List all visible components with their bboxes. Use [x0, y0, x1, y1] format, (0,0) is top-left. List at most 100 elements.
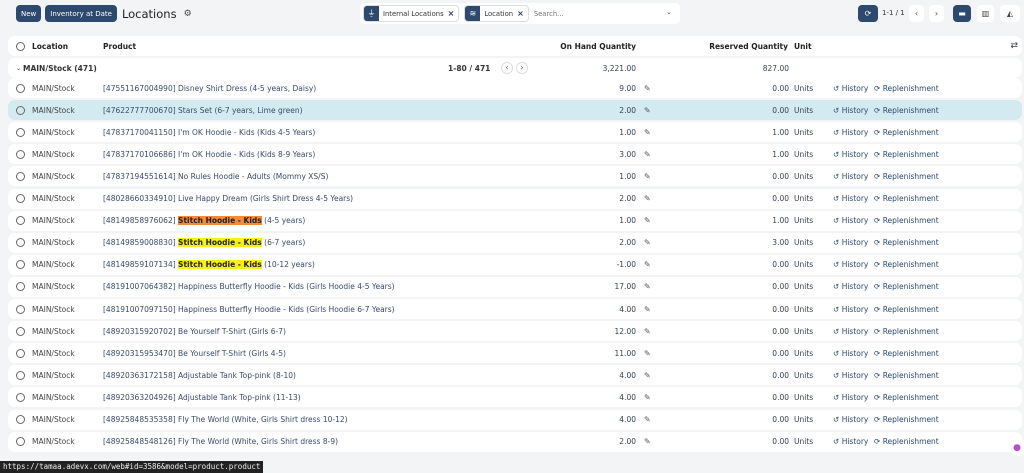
product-cell[interactable]: [47837170106686] I'm OK Hoodie - Kids (K… — [103, 150, 315, 159]
product-cell[interactable]: [48149859008830] Stitch Hoodie - Kids (6… — [103, 238, 305, 248]
table-row[interactable]: MAIN/Stock [47551167004990] Disney Shirt… — [8, 78, 1022, 98]
replenishment-button[interactable]: ⟳ Replenishment — [874, 371, 939, 380]
history-button[interactable]: ↺ History — [833, 349, 868, 358]
row-checkbox[interactable] — [16, 282, 25, 292]
pencil-icon[interactable]: ✎ — [644, 326, 651, 336]
group-row[interactable]: ⌄ MAIN/Stock (471) 1-80 / 471 ‹ › 3,221.… — [8, 58, 1022, 78]
history-button[interactable]: ↺ History — [833, 393, 868, 402]
table-row[interactable]: MAIN/Stock [48149858976062] Stitch Hoodi… — [8, 210, 1022, 231]
group-pager[interactable]: 1-80 / 471 — [448, 63, 491, 73]
product-cell[interactable]: [47837170041150] I'm OK Hoodie - Kids (K… — [103, 128, 315, 137]
chevron-down-icon[interactable]: ⌄ — [666, 8, 672, 16]
pencil-icon[interactable]: ✎ — [644, 282, 651, 292]
chevron-left-icon[interactable]: ‹ — [909, 5, 924, 22]
replenishment-button[interactable]: ⟳ Replenishment — [874, 238, 939, 247]
replenishment-button[interactable]: ⟳ Replenishment — [874, 84, 939, 93]
history-button[interactable]: ↺ History — [833, 106, 868, 115]
row-checkbox[interactable] — [16, 216, 25, 226]
gear-icon[interactable]: ⚙ — [183, 8, 192, 19]
pencil-icon[interactable]: ✎ — [644, 304, 651, 314]
column-product[interactable]: Product — [103, 41, 137, 51]
pencil-icon[interactable]: ✎ — [644, 415, 651, 424]
history-button[interactable]: ↺ History — [833, 371, 868, 380]
replenishment-button[interactable]: ⟳ Replenishment — [874, 327, 939, 336]
select-all-checkbox[interactable] — [16, 41, 25, 51]
list-view-icon[interactable]: ▬ — [953, 5, 971, 22]
table-row[interactable]: MAIN/Stock [48191007064382] Happiness Bu… — [8, 276, 1022, 297]
row-checkbox[interactable] — [16, 326, 25, 336]
product-cell[interactable]: [48925848548126] Fly The World (White, G… — [103, 437, 338, 446]
table-row[interactable]: MAIN/Stock [48920363172158] Adjustable T… — [8, 365, 1022, 386]
replenishment-button[interactable]: ⟳ Replenishment — [874, 150, 939, 159]
replenishment-button[interactable]: ⟳ Replenishment — [874, 172, 939, 181]
pencil-icon[interactable]: ✎ — [644, 216, 651, 226]
table-row[interactable]: MAIN/Stock [48149859008830] Stitch Hoodi… — [8, 232, 1022, 253]
pencil-icon[interactable]: ✎ — [644, 260, 651, 270]
history-button[interactable]: ↺ History — [833, 150, 868, 159]
product-cell[interactable]: [48191007097150] Happiness Butterfly Hoo… — [103, 305, 395, 314]
row-checkbox[interactable] — [16, 105, 25, 115]
table-row[interactable]: MAIN/Stock [47837170106686] I'm OK Hoodi… — [8, 144, 1022, 165]
row-checkbox[interactable] — [16, 260, 25, 270]
history-button[interactable]: ↺ History — [833, 305, 868, 314]
product-cell[interactable]: [47622777700670] Stars Set (6-7 years, L… — [103, 106, 303, 115]
table-row[interactable]: MAIN/Stock [48920315920702] Be Yourself … — [8, 321, 1022, 342]
product-cell[interactable]: [48920363172158] Adjustable Tank Top-pin… — [103, 371, 296, 380]
pencil-icon[interactable]: ✎ — [644, 370, 651, 380]
chevron-left-icon[interactable]: ‹ — [501, 62, 513, 74]
replenishment-button[interactable]: ⟳ Replenishment — [874, 128, 939, 137]
row-checkbox[interactable] — [16, 149, 25, 159]
replenishment-button[interactable]: ⟳ Replenishment — [874, 305, 939, 314]
graph-view-icon[interactable]: ◭ — [1000, 5, 1020, 22]
product-cell[interactable]: [47551167004990] Disney Shirt Dress (4-5… — [103, 84, 316, 93]
row-checkbox[interactable] — [16, 348, 25, 358]
search-input[interactable] — [533, 9, 624, 18]
refresh-icon[interactable]: ⟳ — [858, 5, 878, 22]
replenishment-button[interactable]: ⟳ Replenishment — [874, 282, 939, 291]
pencil-icon[interactable]: ✎ — [644, 348, 651, 358]
row-checkbox[interactable] — [16, 415, 25, 424]
column-reserved[interactable]: Reserved Quantity — [709, 41, 788, 51]
table-row[interactable]: MAIN/Stock [48191007097150] Happiness Bu… — [8, 299, 1022, 319]
product-cell[interactable]: [47837194551614] No Rules Hoodie - Adult… — [103, 172, 328, 181]
history-button[interactable]: ↺ History — [833, 437, 868, 446]
history-button[interactable]: ↺ History — [833, 128, 868, 137]
history-button[interactable]: ↺ History — [833, 238, 868, 247]
product-cell[interactable]: [48920315953470] Be Yourself T-Shirt (Gi… — [103, 349, 286, 358]
history-button[interactable]: ↺ History — [833, 327, 868, 336]
column-unit[interactable]: Unit — [794, 41, 812, 51]
pager-value[interactable]: 1-1 / 1 — [882, 9, 905, 17]
history-button[interactable]: ↺ History — [833, 282, 868, 291]
history-button[interactable]: ↺ History — [833, 260, 868, 269]
table-row[interactable]: MAIN/Stock [47837194551614] No Rules Hoo… — [8, 166, 1022, 187]
history-button[interactable]: ↺ History — [833, 415, 868, 424]
row-checkbox[interactable] — [16, 194, 25, 203]
product-cell[interactable]: [48920315920702] Be Yourself T-Shirt (Gi… — [103, 327, 286, 336]
pencil-icon[interactable]: ✎ — [644, 437, 651, 447]
product-cell[interactable]: [48149859107134] Stitch Hoodie - Kids (1… — [103, 260, 315, 270]
close-icon[interactable]: × — [447, 9, 455, 18]
history-button[interactable]: ↺ History — [833, 216, 868, 225]
row-checkbox[interactable] — [16, 171, 25, 181]
pencil-icon[interactable]: ✎ — [644, 127, 651, 137]
chevron-right-icon[interactable]: › — [929, 5, 944, 22]
pencil-icon[interactable]: ✎ — [644, 149, 651, 159]
replenishment-button[interactable]: ⟳ Replenishment — [874, 393, 939, 402]
replenishment-button[interactable]: ⟳ Replenishment — [874, 349, 939, 358]
product-cell[interactable]: [48028660334910] Live Happy Dream (Girls… — [103, 194, 353, 203]
row-checkbox[interactable] — [16, 370, 25, 380]
row-checkbox[interactable] — [16, 83, 25, 93]
table-row[interactable]: MAIN/Stock [48925848548126] Fly The Worl… — [8, 431, 1022, 452]
row-checkbox[interactable] — [16, 304, 25, 314]
history-button[interactable]: ↺ History — [833, 194, 868, 203]
chat-bubble-icon[interactable]: ● — [1010, 440, 1024, 456]
replenishment-button[interactable]: ⟳ Replenishment — [874, 216, 939, 225]
history-button[interactable]: ↺ History — [833, 84, 868, 93]
column-settings-icon[interactable]: ⇄ — [1010, 41, 1018, 51]
row-checkbox[interactable] — [16, 238, 25, 248]
product-cell[interactable]: [48191007064382] Happiness Butterfly Hoo… — [103, 282, 395, 291]
pencil-icon[interactable]: ✎ — [644, 83, 651, 93]
table-row[interactable]: MAIN/Stock [48028660334910] Live Happy D… — [8, 188, 1022, 209]
replenishment-button[interactable]: ⟳ Replenishment — [874, 415, 939, 424]
pencil-icon[interactable]: ✎ — [644, 392, 651, 402]
